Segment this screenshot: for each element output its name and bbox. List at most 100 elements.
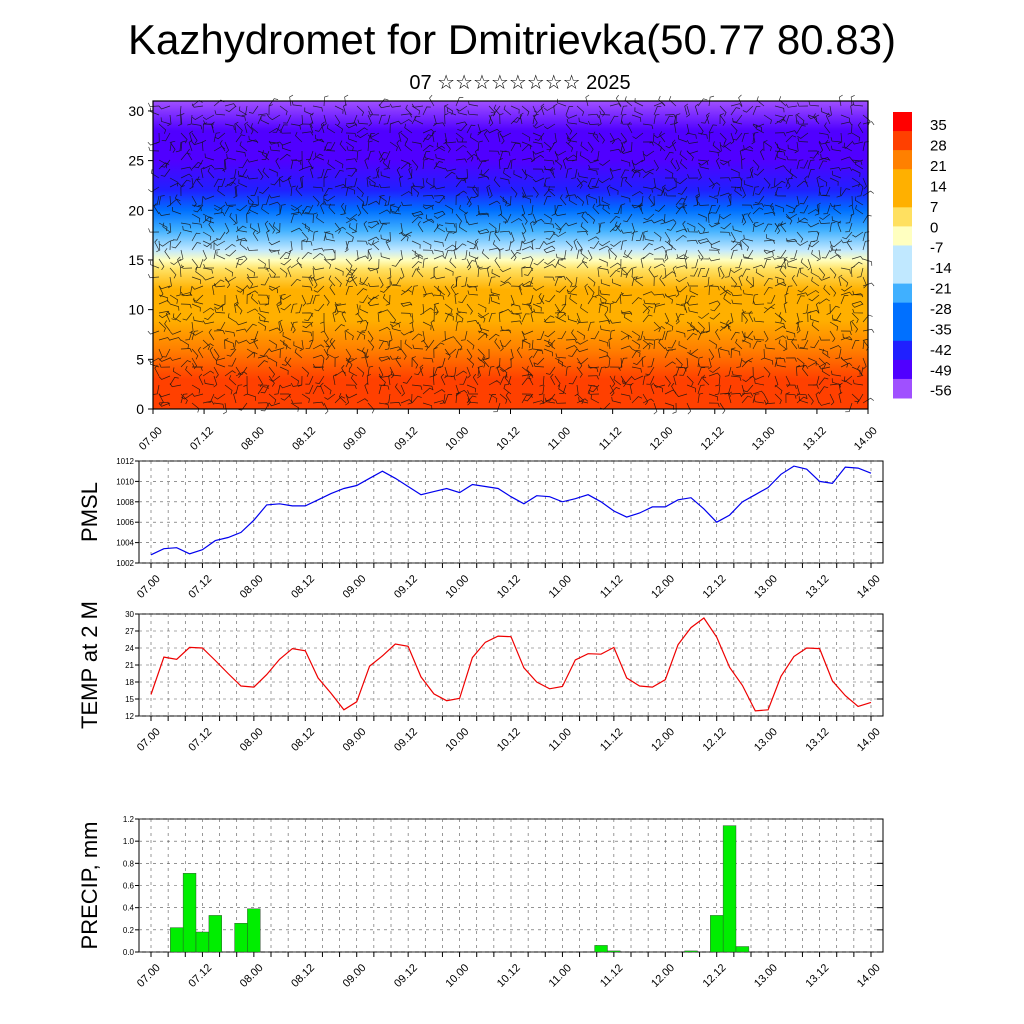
- wind-barb: [640, 256, 645, 269]
- wind-barb: [191, 384, 201, 394]
- wind-barb: [850, 103, 855, 116]
- wind-barb: [325, 339, 336, 348]
- wind-barb: [838, 382, 843, 395]
- x-tick-label: 11.12: [598, 726, 625, 753]
- wind-barb: [749, 366, 754, 378]
- wind-barb: [294, 348, 303, 359]
- wind-barb: [246, 348, 256, 358]
- wind-barb: [499, 132, 512, 138]
- wind-barb: [840, 276, 849, 287]
- wind-barb: [378, 195, 387, 206]
- wind-barb: [433, 161, 443, 170]
- wind-barb: [298, 177, 303, 190]
- wind-barb: [409, 321, 414, 334]
- wind-barb: [295, 131, 303, 143]
- wind-barb: [653, 303, 660, 314]
- wind-barb: [598, 132, 605, 144]
- wind-barb: [741, 395, 752, 404]
- wind-barb: [829, 383, 842, 388]
- wind-barb: [600, 279, 611, 287]
- colorbar-label: 21: [930, 158, 947, 175]
- wind-barb: [340, 202, 347, 215]
- wind-barb: [653, 102, 666, 107]
- wind-barb: [226, 348, 237, 357]
- wind-barb: [730, 243, 742, 251]
- wind-barb: [774, 335, 787, 341]
- wind-barb: [744, 249, 754, 259]
- wind-barb: [763, 177, 771, 189]
- wind-barb: [378, 357, 391, 362]
- x-tick-label: 12.12: [701, 962, 729, 990]
- wind-barb: [180, 173, 193, 179]
- wind-barb: [202, 307, 215, 314]
- wind-barb: [591, 177, 600, 187]
- wind-barb: [246, 293, 252, 305]
- x-tick-label: 07.00: [135, 962, 163, 990]
- wind-barb: [815, 391, 820, 404]
- wind-barb: [224, 338, 229, 350]
- wind-barb: [642, 339, 651, 350]
- wind-barb: [164, 320, 171, 332]
- wind-barb: [730, 285, 742, 291]
- wind-barb: [612, 222, 622, 231]
- wind-barb: [491, 296, 501, 305]
- wind-barb: [279, 204, 286, 215]
- wind-barb: [181, 393, 193, 400]
- wind-barb: [191, 242, 201, 251]
- wind-barb: [719, 213, 732, 220]
- wind-barb: [477, 321, 483, 334]
- wind-barb: [169, 140, 176, 152]
- wind-barb: [774, 204, 784, 213]
- x-tick-label: 09.00: [341, 573, 369, 601]
- wind-barb: [623, 213, 633, 222]
- wind-barb: [677, 186, 688, 195]
- wind-barb: [195, 267, 204, 278]
- wind-barb: [797, 137, 809, 143]
- wind-barb: [851, 177, 860, 187]
- wind-barb: [745, 275, 754, 287]
- wind-barb: [304, 107, 314, 116]
- wind-barb: [488, 230, 495, 242]
- wind-barb: [345, 258, 353, 270]
- wind-barb: [308, 157, 314, 170]
- wind-barb: [717, 265, 722, 278]
- x-tick-label: 09.00: [341, 726, 369, 754]
- wind-barb: [609, 167, 622, 172]
- wind-barb: [822, 186, 831, 196]
- wind-barb: [785, 238, 798, 243]
- x-tick-label: 10.12: [495, 726, 523, 754]
- wind-barb: [752, 393, 760, 404]
- wind-barb: [400, 119, 413, 125]
- wind-barb: [622, 375, 633, 384]
- wind-barb: [686, 132, 697, 139]
- wind-barb: [230, 339, 237, 351]
- wind-barb: [279, 175, 284, 188]
- wind-barb: [565, 194, 578, 199]
- wind-barb: [167, 114, 172, 127]
- wind-barb: [851, 255, 864, 260]
- wind-barb: [444, 244, 457, 251]
- wind-barb: [236, 258, 248, 266]
- wind-barb: [433, 122, 446, 127]
- wind-barb: [620, 159, 631, 167]
- y-tick-label: 30: [128, 103, 144, 119]
- wind-barb: [708, 300, 721, 305]
- x-tick-label: 13.12: [801, 425, 829, 453]
- wind-barb: [741, 357, 754, 363]
- wind-barb: [785, 384, 797, 390]
- wind-barb: [539, 375, 545, 387]
- y-tick-label: 1004: [116, 539, 134, 548]
- wind-barb: [433, 145, 446, 152]
- wind-barb: [642, 242, 653, 251]
- wind-barb: [543, 188, 554, 197]
- wind-barb: [158, 375, 171, 380]
- wind-barb: [638, 202, 644, 215]
- wind-barb: [752, 375, 765, 380]
- wind-barb: [477, 230, 490, 235]
- wind-barb: [257, 115, 266, 125]
- x-tick-label: 08.12: [289, 573, 317, 601]
- wind-barb: [664, 375, 671, 387]
- wind-barb: [235, 237, 248, 242]
- wind-barb: [200, 166, 205, 179]
- wind-barb: [224, 141, 230, 154]
